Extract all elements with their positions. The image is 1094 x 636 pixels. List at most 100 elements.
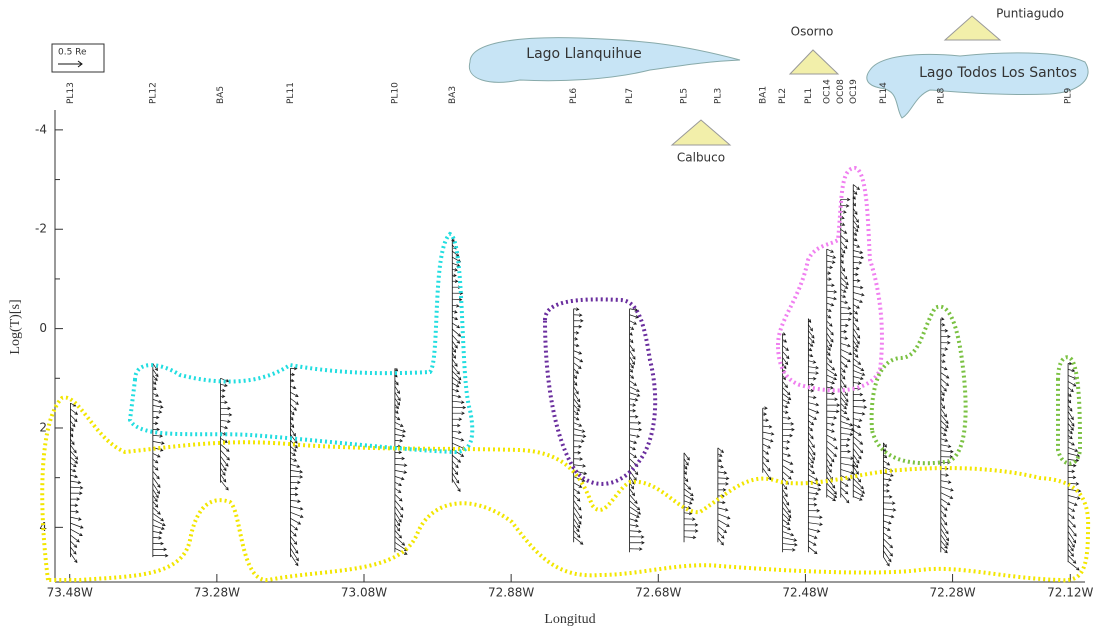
induction-arrow (826, 494, 836, 502)
station-label: PL12 (148, 82, 158, 104)
volcano (943, 15, 1002, 41)
induction-arrow (853, 285, 864, 290)
induction-arrow (573, 343, 580, 348)
station-label: PL2 (778, 88, 788, 104)
induction-arrow (394, 398, 401, 406)
induction-arrow (70, 516, 82, 521)
induction-arrow (629, 368, 634, 373)
induction-arrow (152, 459, 159, 464)
induction-arrow (808, 546, 818, 555)
induction-arrow (394, 506, 404, 518)
induction-arrow (220, 456, 229, 467)
induction-arrow (1067, 435, 1073, 440)
induction-arrow (573, 482, 583, 488)
induction-arrow (940, 528, 950, 542)
induction-arrow (852, 190, 858, 195)
station-label: OC08 (836, 79, 846, 104)
station-label: OC14 (822, 79, 832, 104)
induction-arrow (782, 433, 793, 438)
induction-arrow (840, 336, 849, 340)
induction-arrow (808, 376, 817, 381)
volcano-label: Osorno (791, 25, 834, 39)
induction-arrow (683, 476, 689, 483)
induction-arrow (826, 271, 832, 275)
arrow-column (717, 447, 731, 546)
induction-arrow (452, 322, 461, 329)
induction-arrow (840, 456, 854, 460)
induction-arrow (152, 434, 164, 438)
induction-arrow (290, 404, 297, 411)
induction-arrow (152, 405, 164, 409)
induction-arrow (683, 482, 692, 490)
induction-arrow (940, 455, 954, 459)
induction-arrow (717, 513, 731, 520)
induction-arrow (70, 450, 79, 460)
induction-arrow (684, 529, 699, 533)
induction-arrow (840, 311, 853, 316)
induction-arrow (629, 500, 641, 511)
induction-arrow (290, 366, 298, 371)
induction-arrow (573, 494, 581, 502)
induction-arrow (290, 446, 297, 452)
induction-arrow (883, 501, 896, 505)
induction-arrow (883, 472, 894, 477)
induction-arrow (573, 392, 581, 403)
induction-arrow (629, 403, 637, 407)
induction-arrow (152, 386, 157, 391)
induction-arrow (940, 414, 949, 425)
induction-arrow (840, 379, 847, 389)
induction-arrow (629, 452, 637, 459)
induction-arrow (808, 450, 815, 461)
induction-arrow (852, 442, 864, 454)
induction-arrow (808, 336, 815, 344)
induction-arrow (452, 340, 458, 349)
induction-arrow (840, 475, 851, 481)
induction-arrow (717, 453, 723, 457)
induction-arrow (573, 307, 580, 311)
induction-arrow (290, 506, 304, 511)
zone-outline (869, 304, 968, 466)
induction-arrow (1067, 441, 1075, 446)
zone-outline (1056, 355, 1083, 466)
induction-arrow (573, 416, 580, 421)
induction-arrow (853, 364, 865, 371)
induction-arrow (852, 214, 859, 223)
induction-arrow (782, 345, 789, 352)
induction-arrow (70, 546, 77, 555)
induction-arrow (808, 502, 818, 507)
induction-arrow (840, 493, 850, 504)
induction-arrow (70, 522, 84, 529)
induction-arrow (452, 394, 462, 399)
induction-arrow (940, 473, 950, 477)
induction-arrow (629, 338, 634, 344)
induction-arrow (782, 387, 791, 396)
induction-arrow (290, 486, 299, 491)
induction-arrow (852, 454, 860, 464)
induction-arrow (452, 454, 462, 463)
induction-arrow (782, 495, 790, 506)
induction-arrow (808, 360, 817, 364)
induction-arrow (808, 408, 820, 414)
induction-arrow (152, 530, 163, 535)
induction-arrow (852, 220, 860, 229)
induction-arrow (940, 347, 949, 351)
induction-arrow (826, 422, 835, 426)
induction-arrow (1067, 387, 1074, 393)
induction-arrow (573, 457, 584, 461)
induction-arrow (573, 313, 583, 317)
induction-arrow (782, 519, 790, 525)
induction-arrow (840, 323, 849, 328)
induction-arrow (826, 350, 831, 357)
induction-arrow (782, 404, 789, 409)
induction-arrow (853, 292, 865, 297)
induction-arrow (152, 363, 158, 372)
induction-arrow (717, 447, 724, 453)
induction-arrow (70, 486, 84, 490)
induction-arrow (852, 346, 858, 353)
induction-arrow (940, 378, 950, 387)
induction-arrow (629, 374, 635, 379)
arrow-column (683, 452, 699, 540)
induction-arrow (940, 402, 945, 410)
induction-arrow (152, 553, 169, 558)
induction-arrow (290, 464, 301, 468)
